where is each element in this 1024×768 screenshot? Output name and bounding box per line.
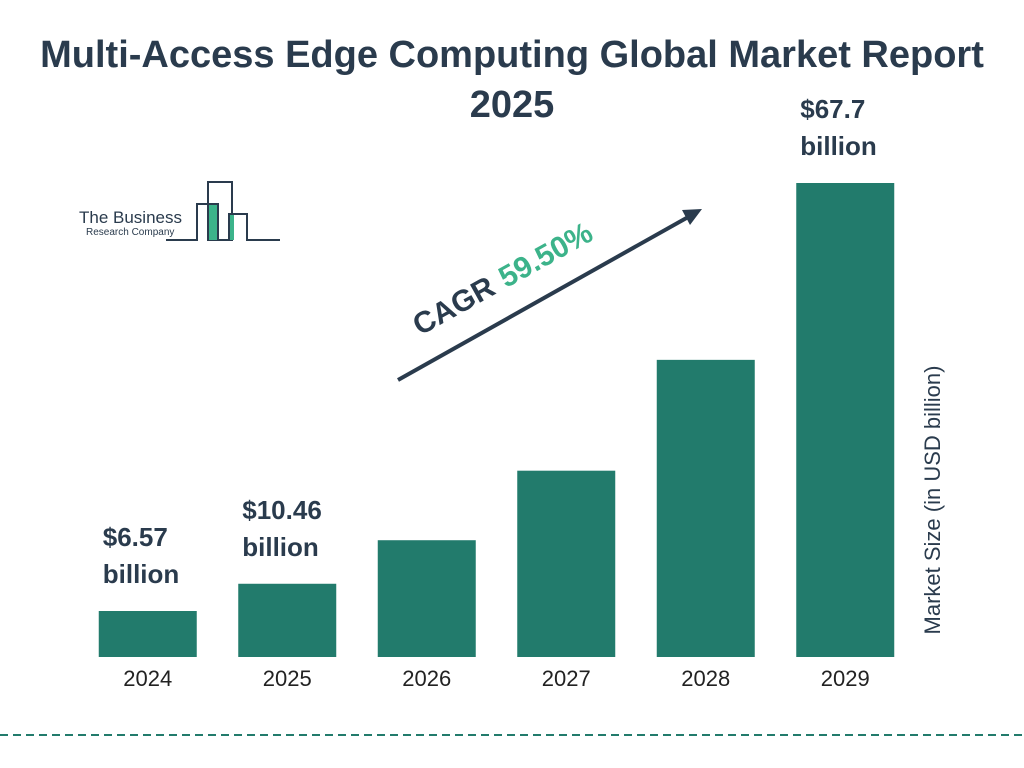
x-tick-label: 2025 — [263, 666, 312, 691]
arrow-head — [682, 209, 702, 225]
cagr-value: 59.50% — [493, 216, 598, 294]
arrow-line — [397, 214, 691, 382]
logo-bar — [230, 215, 234, 240]
x-tick-label: 2026 — [402, 666, 451, 691]
bar — [796, 183, 895, 657]
logo-box — [207, 181, 233, 241]
logo-text: The Business — [79, 208, 182, 227]
value-label: $67.7 billion — [800, 94, 877, 161]
x-tick-label: 2028 — [681, 666, 730, 691]
x-tick-label: 2029 — [821, 666, 870, 691]
x-tick-label: 2027 — [542, 666, 591, 691]
chart-title: Multi-Access Edge Computing Global Marke… — [40, 34, 984, 126]
logo-bar — [209, 205, 217, 240]
bar — [98, 611, 197, 657]
logo: The Business Research Company — [79, 181, 280, 241]
logo-subtext: Research Company — [86, 227, 174, 238]
logo-line — [166, 203, 280, 241]
bar — [377, 540, 476, 657]
bar — [656, 359, 755, 657]
bar — [238, 583, 337, 657]
x-tick-label: 2024 — [123, 666, 172, 691]
value-label: $10.46 billion — [242, 494, 322, 562]
y-axis-label: Market Size (in USD billion) — [920, 366, 945, 635]
bar — [517, 470, 616, 657]
value-label: $6.57 billion — [102, 522, 180, 589]
cagr-arrow — [397, 209, 702, 382]
